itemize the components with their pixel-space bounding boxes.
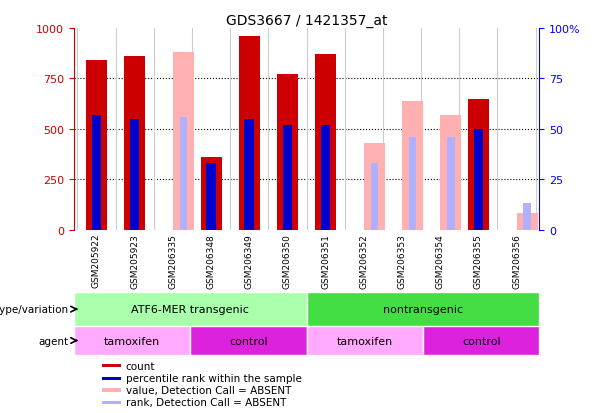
Text: GSM205922: GSM205922 xyxy=(92,233,101,288)
Text: value, Detection Call = ABSENT: value, Detection Call = ABSENT xyxy=(126,385,291,395)
Bar xyxy=(468,99,489,230)
Bar xyxy=(245,119,254,230)
Bar xyxy=(315,55,336,230)
Title: GDS3667 / 1421357_at: GDS3667 / 1421357_at xyxy=(226,14,387,28)
Bar xyxy=(321,126,330,230)
Bar xyxy=(423,326,539,355)
Text: GSM206350: GSM206350 xyxy=(283,233,292,288)
Text: control: control xyxy=(462,336,501,346)
Text: agent: agent xyxy=(39,336,69,346)
Bar xyxy=(306,326,423,355)
Text: GSM206356: GSM206356 xyxy=(512,233,521,288)
Bar xyxy=(474,130,483,230)
Bar xyxy=(200,158,221,230)
Bar xyxy=(130,119,139,230)
Bar xyxy=(74,293,306,326)
Text: GSM206352: GSM206352 xyxy=(359,233,368,288)
Bar xyxy=(190,326,306,355)
Bar xyxy=(283,126,292,230)
Bar xyxy=(124,57,145,230)
Text: percentile rank within the sample: percentile rank within the sample xyxy=(126,373,302,383)
Bar xyxy=(238,37,260,230)
Bar xyxy=(371,164,378,230)
Bar xyxy=(364,144,385,230)
Bar xyxy=(517,214,538,230)
Bar xyxy=(306,293,539,326)
Bar xyxy=(440,115,462,230)
Text: nontransgenic: nontransgenic xyxy=(383,304,463,314)
Bar xyxy=(524,204,531,230)
Text: GSM206354: GSM206354 xyxy=(436,233,444,288)
Bar xyxy=(102,377,121,380)
Text: GSM205923: GSM205923 xyxy=(130,233,139,288)
Bar xyxy=(277,75,298,230)
Text: rank, Detection Call = ABSENT: rank, Detection Call = ABSENT xyxy=(126,397,286,407)
Text: GSM206348: GSM206348 xyxy=(207,233,216,288)
Bar xyxy=(74,326,190,355)
Bar xyxy=(173,53,194,230)
Text: GSM206349: GSM206349 xyxy=(245,233,254,288)
Text: count: count xyxy=(126,361,155,371)
Text: control: control xyxy=(229,336,268,346)
Bar xyxy=(447,138,455,230)
Bar xyxy=(102,364,121,368)
Bar xyxy=(102,401,121,404)
Text: GSM206335: GSM206335 xyxy=(169,233,177,288)
Bar xyxy=(86,61,107,230)
Text: tamoxifen: tamoxifen xyxy=(337,336,393,346)
Text: GSM206351: GSM206351 xyxy=(321,233,330,288)
Bar xyxy=(180,117,188,230)
Text: tamoxifen: tamoxifen xyxy=(104,336,160,346)
Bar xyxy=(92,115,101,230)
Text: genotype/variation: genotype/variation xyxy=(0,304,69,314)
Bar xyxy=(409,138,416,230)
Bar xyxy=(102,389,121,392)
Text: GSM206355: GSM206355 xyxy=(474,233,483,288)
Bar xyxy=(207,164,216,230)
Text: GSM206353: GSM206353 xyxy=(397,233,406,288)
Text: ATF6-MER transgenic: ATF6-MER transgenic xyxy=(131,304,249,314)
Bar xyxy=(402,101,423,230)
